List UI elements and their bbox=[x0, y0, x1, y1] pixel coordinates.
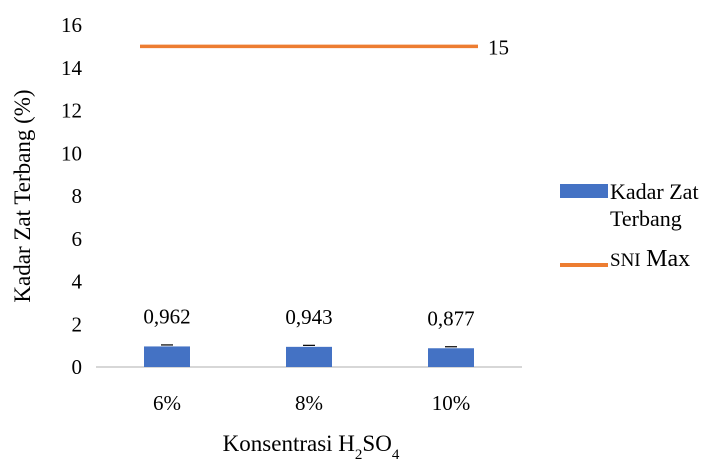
y-axis: 0 2 4 6 8 10 12 14 16 bbox=[61, 13, 83, 379]
x-tick-label: 10% bbox=[432, 391, 471, 415]
legend-label-line-a: SNI bbox=[610, 250, 641, 271]
legend-swatch-line bbox=[560, 263, 608, 267]
bar bbox=[428, 348, 474, 367]
y-tick-label: 0 bbox=[72, 355, 83, 379]
line-series: 15 bbox=[140, 35, 509, 59]
y-tick-label: 14 bbox=[61, 56, 83, 80]
y-tick-label: 16 bbox=[61, 13, 82, 37]
y-axis-title: Kadar Zat Terbang (%) bbox=[10, 89, 35, 302]
legend-label-bar-line2: Terbang bbox=[610, 206, 682, 231]
bar bbox=[286, 346, 332, 367]
bar bbox=[144, 346, 190, 367]
data-label: 0,943 bbox=[285, 305, 332, 329]
bar-series: 0,962 0,943 0,877 bbox=[143, 304, 475, 367]
legend: Kadar Zat Terbang SNI Max bbox=[560, 178, 726, 274]
legend-label-line: SNI Max bbox=[610, 245, 690, 274]
legend-label-line-b: Max bbox=[646, 246, 691, 272]
x-tick-label: 6% bbox=[153, 391, 181, 415]
legend-item-line: SNI Max bbox=[560, 245, 726, 274]
y-tick-label: 2 bbox=[72, 312, 83, 336]
legend-item-bar: Kadar Zat Terbang bbox=[560, 178, 726, 232]
legend-label-bar: Kadar Zat Terbang bbox=[610, 178, 699, 232]
y-tick-label: 12 bbox=[61, 99, 82, 123]
data-label: 0,962 bbox=[143, 304, 190, 328]
y-tick-label: 8 bbox=[72, 184, 83, 208]
x-tick-label: 8% bbox=[295, 391, 323, 415]
legend-label-bar-line1: Kadar Zat bbox=[610, 179, 699, 204]
legend-swatch-bar bbox=[560, 184, 608, 198]
y-tick-label: 6 bbox=[72, 227, 83, 251]
y-tick-label: 10 bbox=[61, 141, 82, 165]
x-axis-title: Konsentrasi H2SO4 bbox=[223, 431, 400, 459]
line-value-label: 15 bbox=[488, 35, 509, 59]
y-tick-label: 4 bbox=[72, 270, 83, 294]
x-axis: 6% 8% 10% bbox=[96, 366, 522, 415]
data-label: 0,877 bbox=[427, 306, 474, 330]
